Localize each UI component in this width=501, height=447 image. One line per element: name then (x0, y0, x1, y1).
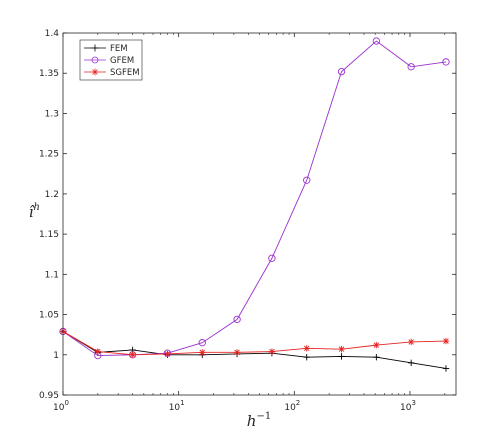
y-tick-label: 1.1 (45, 270, 59, 280)
legend: FEM GFEM SGFEM (79, 39, 143, 81)
marker-stroke (408, 339, 414, 345)
y-axis-label: îh (29, 202, 40, 221)
data-point-gfem (372, 37, 380, 45)
data-point-fem (442, 365, 450, 372)
x-tick-label-base: 10 (400, 403, 412, 413)
marker-circle (337, 67, 346, 76)
marker-stroke (338, 346, 345, 352)
y-tick-label: 1.3 (45, 109, 59, 119)
data-point-fem (338, 353, 345, 360)
legend-label-fem: FEM (110, 44, 128, 54)
plot-area (63, 33, 456, 395)
y-tick-label: 1.15 (39, 230, 59, 240)
x-axis-label-exp: −1 (256, 411, 271, 422)
marker-stroke (95, 348, 101, 355)
x-tick-label: 100 (53, 399, 69, 413)
series-layer (59, 37, 450, 372)
marker-stroke (443, 338, 449, 344)
data-point-sgfem (373, 341, 380, 349)
data-point-sgfem (199, 349, 206, 356)
y-axis-label-exp: h (34, 202, 40, 213)
marker-circle (233, 315, 241, 324)
x-tick-label-exp: 2 (296, 399, 300, 407)
marker-circle (372, 37, 380, 45)
x-tick-label-exp: 1 (180, 399, 184, 407)
data-point-gfem (233, 315, 241, 324)
series-line-fem (62, 331, 447, 369)
data-point-sgfem (164, 350, 171, 358)
data-point-fem (407, 359, 415, 367)
data-point-sgfem (442, 337, 450, 345)
data-point-sgfem (94, 348, 102, 355)
legend-marker-sgfem (91, 68, 99, 76)
x-axis-label-base: h (247, 412, 257, 430)
series-line-gfem (62, 40, 447, 357)
marker-circle (303, 176, 311, 184)
y-tick-label: 0.95 (39, 391, 59, 401)
y-tick-label: 1.4 (45, 29, 60, 39)
data-point-gfem (198, 339, 206, 347)
legend-item-gfem: GFEM (84, 56, 134, 66)
x-tick-label: 101 (169, 399, 185, 413)
marker-stroke (303, 345, 310, 352)
data-point-sgfem (129, 351, 136, 358)
y-tick-label: 1.05 (39, 311, 59, 321)
data-point-gfem (407, 63, 415, 71)
x-tick-label-exp: 3 (411, 399, 415, 407)
data-point-sgfem (303, 345, 310, 352)
data-point-gfem (442, 58, 450, 66)
legend-marker-fem (91, 44, 99, 52)
marker-circle (268, 254, 276, 262)
legend-item-fem: FEM (84, 44, 128, 54)
marker-stroke (129, 352, 136, 358)
legend-item-sgfem: SGFEM (84, 68, 140, 78)
y-tick-label: 1.25 (39, 150, 59, 160)
data-point-sgfem (338, 345, 345, 353)
x-tick-label: 103 (400, 399, 416, 413)
data-point-fem (303, 353, 310, 361)
ticks-layer: 100 101 102 1030.9511.051.11.151.21.251.31.… (39, 29, 456, 413)
data-point-sgfem (407, 338, 415, 346)
marker-stroke (164, 351, 171, 357)
x-axis-label: h−1 (247, 411, 271, 430)
x-tick-label-base: 10 (284, 403, 296, 413)
y-tick-label: 1.35 (39, 69, 59, 79)
marker-stroke (199, 349, 205, 356)
marker-stroke (234, 349, 240, 356)
y-axis-label-base: î (29, 203, 35, 221)
data-point-gfem (268, 254, 276, 262)
x-tick-label-base: 10 (53, 403, 65, 413)
data-point-sgfem (233, 349, 241, 356)
marker-stroke (373, 342, 380, 348)
marker-circle (407, 63, 415, 71)
y-tick-label: 1 (53, 351, 59, 361)
legend-label-gfem: GFEM (110, 56, 134, 66)
marker-circle (198, 339, 206, 347)
marker-stroke (269, 348, 275, 355)
data-point-fem (373, 353, 380, 361)
series-line-sgfem (62, 331, 446, 356)
data-point-gfem (303, 176, 311, 184)
data-point-gfem (337, 67, 346, 76)
legend-label-sgfem: SGFEM (110, 68, 140, 78)
x-tick-label-exp: 0 (64, 399, 68, 407)
data-point-sgfem (268, 348, 276, 355)
marker-circle (442, 58, 450, 66)
x-tick-label: 102 (284, 399, 300, 413)
legend-marker-gfem (91, 56, 99, 64)
x-tick-label-base: 10 (169, 403, 181, 413)
y-tick-label: 1.2 (45, 190, 59, 200)
